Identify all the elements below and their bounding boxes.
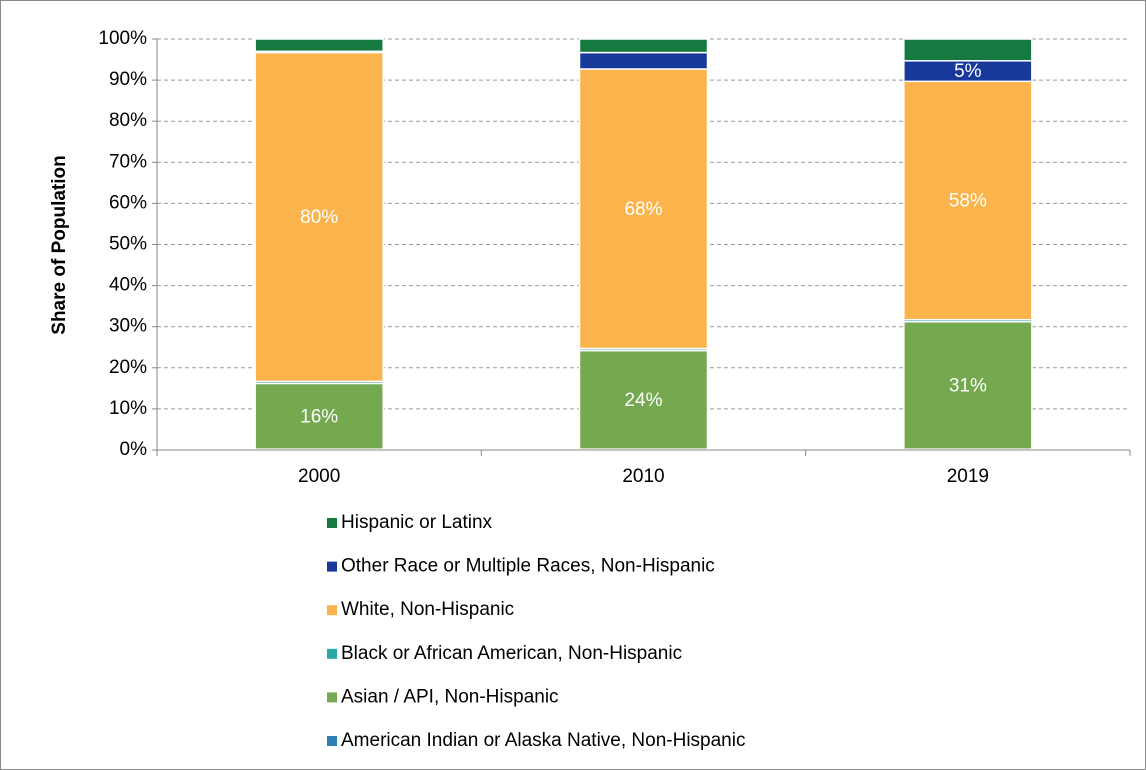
bar-segment (254, 51, 384, 383)
legend-swatch (327, 605, 337, 616)
data-label: 68% (624, 199, 662, 220)
data-label: 31% (949, 375, 987, 396)
y-tick-label: 0% (120, 439, 148, 460)
data-label: 80% (300, 207, 338, 228)
data-label: 58% (949, 191, 987, 212)
legend-label: Other Race or Multiple Races, Non-Hispan… (341, 556, 715, 577)
y-tick-label: 40% (109, 275, 147, 296)
legend-swatch (327, 561, 337, 572)
bar-segment (578, 38, 709, 54)
legend-swatch (327, 736, 337, 746)
legend-label: Asian / API, Non-Hispanic (341, 686, 559, 707)
bar-segment (903, 38, 1033, 62)
legend-swatch (327, 518, 337, 528)
legend-label: American Indian or Alaska Native, Non-Hi… (341, 730, 745, 751)
data-label: 24% (624, 390, 662, 411)
y-tick-label: 70% (109, 151, 147, 172)
y-tick-label: 80% (109, 110, 147, 131)
legend-swatch (327, 648, 337, 659)
y-tick-label: 20% (109, 357, 147, 378)
y-tick-label: 10% (109, 398, 147, 419)
legend-swatch (327, 692, 337, 703)
legend-label: White, Non-Hispanic (341, 599, 514, 620)
y-tick-label: 50% (109, 234, 147, 255)
y-tick-label: 100% (98, 28, 147, 49)
bar-segment (903, 80, 1033, 321)
y-axis-label: Share of Population (49, 155, 70, 334)
y-tick-label: 30% (109, 316, 147, 337)
bar-segment (254, 382, 384, 450)
bar-segment (578, 68, 709, 350)
y-tick-label: 60% (109, 192, 147, 213)
bar-segment (578, 349, 709, 450)
x-tick-label: 2010 (622, 466, 664, 487)
legend-label: Hispanic or Latinx (341, 512, 493, 533)
bar-segment (254, 38, 384, 53)
y-tick-label: 90% (109, 69, 147, 90)
data-label: 16% (300, 406, 338, 427)
x-tick-label: 2019 (947, 466, 989, 487)
legend-label: Black or African American, Non-Hispanic (341, 643, 682, 664)
x-tick-label: 2000 (298, 466, 340, 487)
bar-segment (903, 321, 1033, 450)
data-label: 5% (954, 61, 982, 82)
bar-segment (578, 51, 709, 70)
